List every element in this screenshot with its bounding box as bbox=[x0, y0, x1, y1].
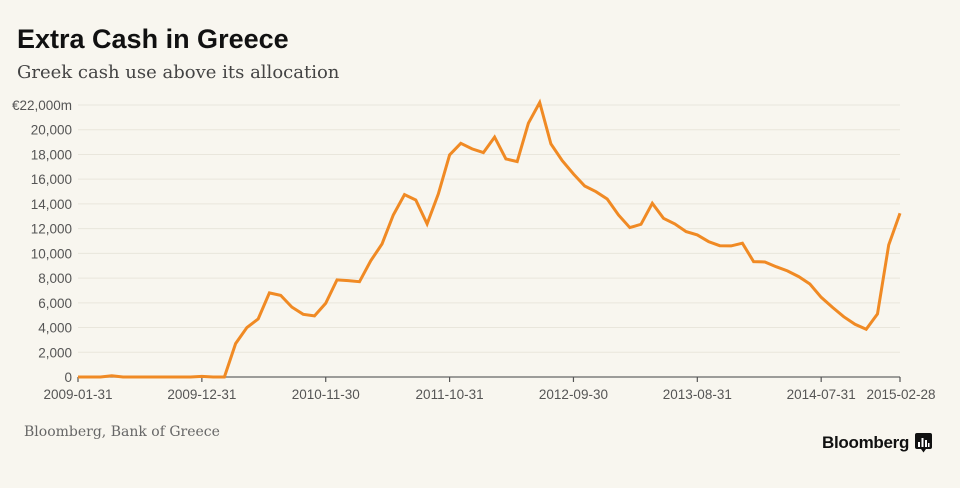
line-chart: 0 2,000 4,000 6,000 8,000 10,000 12,000 14,000 1… bbox=[12, 98, 936, 402]
y-axis: 0 2,000 4,000 6,000 8,000 10,000 12,000 14,000 1… bbox=[12, 98, 72, 385]
gridlines bbox=[78, 104, 900, 353]
y-tick-label: 12,000 bbox=[31, 222, 72, 237]
x-axis: 2009-01-31 2009-12-31 2010-11-30 2011-10-31… bbox=[43, 376, 936, 402]
y-tick-label: 8,000 bbox=[38, 271, 72, 286]
y-tick-label: 16,000 bbox=[31, 172, 72, 187]
series-line bbox=[78, 98, 902, 379]
y-tick-label: 20,000 bbox=[31, 123, 72, 138]
y-tick-label: 18,000 bbox=[31, 147, 72, 162]
chart-subtitle: Greek cash use above its allocation bbox=[17, 62, 340, 83]
y-tick-label: 10,000 bbox=[31, 246, 72, 261]
logo-text: Bloomberg bbox=[822, 433, 910, 452]
x-tick-label: 2015-02-28 bbox=[866, 387, 935, 402]
y-tick-label: 0 bbox=[64, 370, 72, 385]
y-tick-label: €22,000m bbox=[12, 98, 72, 113]
x-tick-label: 2010-11-30 bbox=[292, 387, 360, 402]
y-tick-label: 2,000 bbox=[38, 345, 72, 360]
y-tick-label: 14,000 bbox=[31, 197, 72, 212]
y-tick-label: 4,000 bbox=[38, 321, 72, 336]
chart-title: Extra Cash in Greece bbox=[17, 24, 289, 54]
y-tick-label: 6,000 bbox=[38, 296, 72, 311]
bloomberg-logo: Bloomberg bbox=[822, 433, 933, 453]
source-note: Bloomberg, Bank of Greece bbox=[24, 424, 220, 440]
x-tick-label: 2012-09-30 bbox=[539, 387, 608, 402]
series bbox=[77, 98, 902, 379]
x-tick-label: 2009-12-31 bbox=[167, 387, 236, 402]
x-tick-label: 2013-08-31 bbox=[663, 387, 732, 402]
x-tick-label: 2009-01-31 bbox=[43, 387, 112, 402]
bar-chart-icon bbox=[915, 433, 933, 453]
x-tick-label: 2011-10-31 bbox=[416, 387, 484, 402]
x-tick-label: 2014-07-31 bbox=[787, 387, 856, 402]
